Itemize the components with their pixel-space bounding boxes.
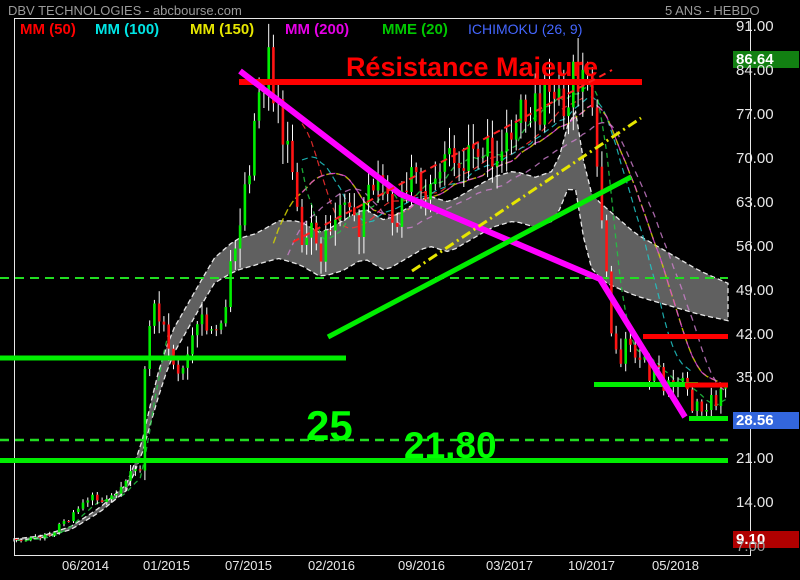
svg-text:21.80: 21.80 xyxy=(404,425,497,466)
svg-text:Résistance Majeure: Résistance Majeure xyxy=(346,52,598,82)
svg-text:25: 25 xyxy=(306,402,353,449)
